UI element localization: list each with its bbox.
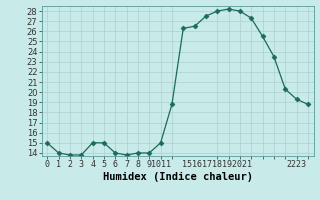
X-axis label: Humidex (Indice chaleur): Humidex (Indice chaleur) [103,172,252,182]
